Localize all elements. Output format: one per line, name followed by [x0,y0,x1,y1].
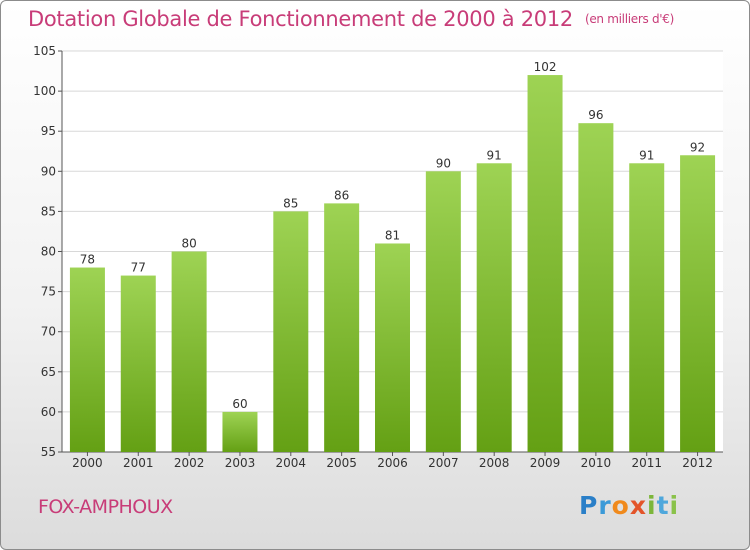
title-text: Dotation Globale de Fonctionnement de 20… [28,7,573,31]
x-tick-label: 2011 [631,456,662,470]
y-tick-label: 70 [41,325,56,339]
data-label: 86 [334,188,349,202]
commune-name: FOX-AMPHOUX [38,496,173,518]
proxiti-logo: Proxiti [579,491,680,520]
x-tick-label: 2003 [225,456,256,470]
bar [171,251,207,452]
data-label: 80 [181,237,196,251]
data-label: 85 [283,196,298,210]
bar [222,411,258,452]
y-tick-label: 85 [41,204,56,218]
y-tick-label: 105 [33,44,56,58]
y-tick-label: 80 [41,245,56,259]
x-tick-label: 2002 [174,456,205,470]
data-label: 96 [588,108,603,122]
data-label: 81 [385,228,400,242]
x-tick-label: 2001 [123,456,154,470]
bar [120,275,156,452]
x-tick-label: 2009 [530,456,561,470]
unit-note: (en milliers d'€) [584,12,674,26]
x-tick-label: 2007 [428,456,459,470]
data-label: 91 [487,148,502,162]
bar [375,243,410,452]
bar [476,163,512,452]
x-tick-label: 2005 [326,456,357,470]
bar [324,203,360,452]
y-tick-label: 60 [41,405,56,419]
bar [273,211,309,452]
x-tick-label: 2012 [682,456,713,470]
bar [680,155,716,452]
data-label: 78 [80,253,95,267]
bar [69,267,105,452]
x-tick-label: 2004 [276,456,307,470]
bar [527,75,563,452]
bar [578,123,614,453]
y-tick-label: 75 [41,285,56,299]
x-tick-label: 2000 [72,456,103,470]
x-tick-label: 2008 [479,456,510,470]
bar [425,171,461,453]
bar [629,163,665,452]
data-label: 77 [131,261,146,275]
data-label: 102 [534,60,557,74]
y-tick-label: 95 [41,124,56,138]
chart-title: Dotation Globale de Fonctionnement de 20… [28,7,674,31]
data-label: 91 [639,148,654,162]
data-label: 90 [436,156,451,170]
x-tick-label: 2010 [581,456,612,470]
y-tick-label: 90 [41,164,56,178]
data-label: 60 [232,397,247,411]
y-tick-label: 65 [41,365,56,379]
y-tick-label: 100 [33,84,56,98]
data-label: 92 [690,140,705,154]
y-tick-label: 55 [41,445,56,459]
x-tick-label: 2006 [377,456,408,470]
